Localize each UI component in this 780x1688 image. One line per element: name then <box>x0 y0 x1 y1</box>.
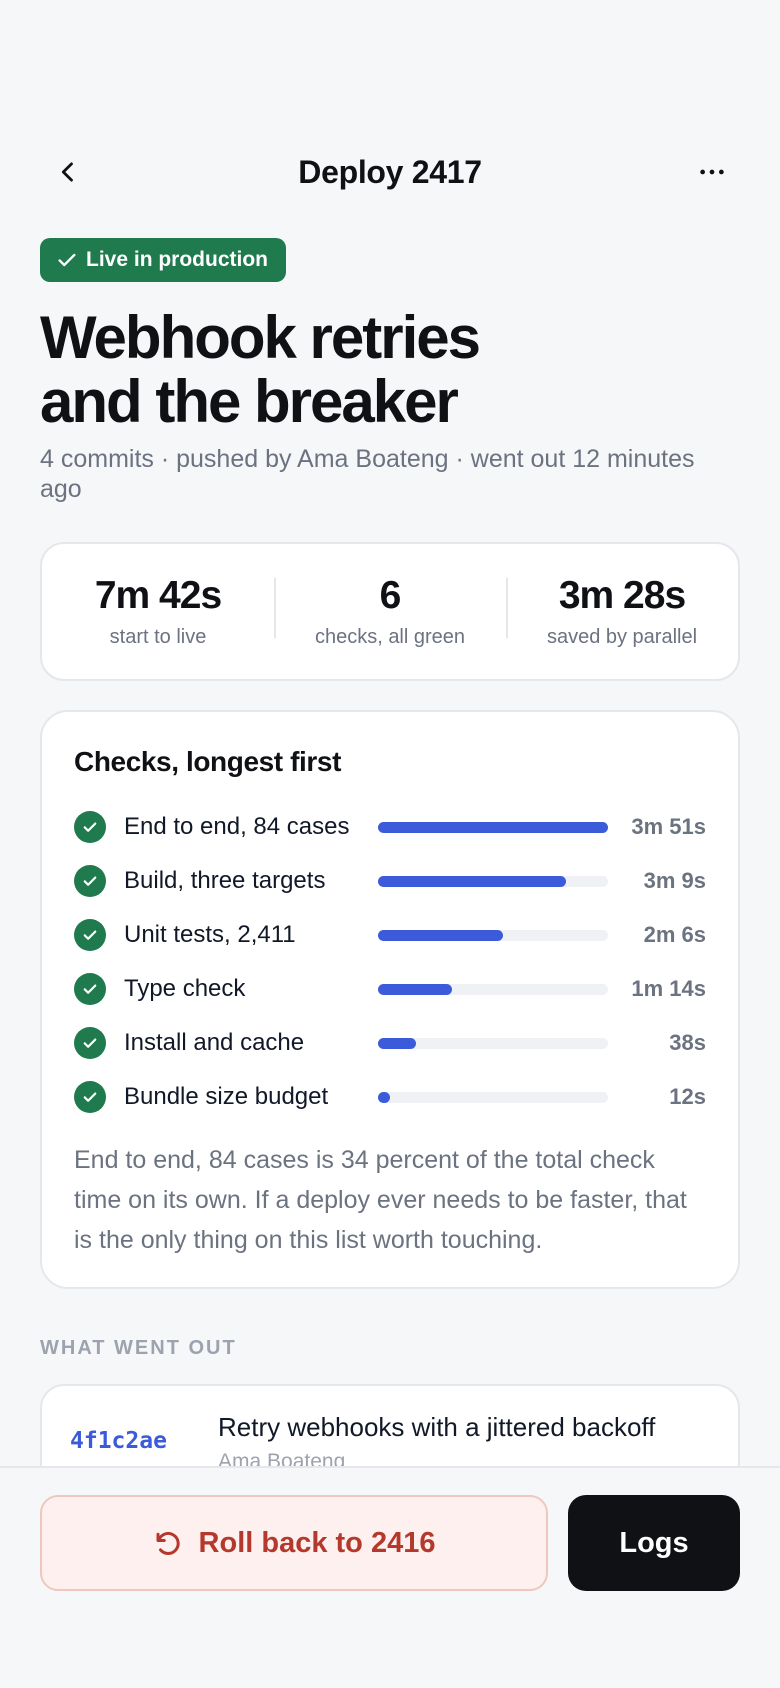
stat-label: checks, all green <box>314 626 466 648</box>
duration-bar <box>378 875 608 887</box>
check-name: Bundle size budget <box>124 1083 329 1110</box>
deploy-title-line-2: and the breaker <box>40 368 459 435</box>
duration-bar-fill <box>378 983 452 995</box>
check-passed-icon <box>74 1081 106 1113</box>
stat-checks: 6 checks, all green <box>274 574 506 649</box>
stat-label: start to live <box>109 626 207 648</box>
check-name: End to end, 84 cases <box>124 813 350 840</box>
stat-saved: 3m 28s saved by parallel <box>506 574 738 649</box>
stat-value: 3m 28s <box>558 574 686 617</box>
check-duration: 38s <box>669 1030 706 1055</box>
stat-start-to-live: 7m 42s start to live <box>42 574 274 649</box>
checks-card: Checks, longest first End to end, 84 cas… <box>40 710 740 1289</box>
check-list: End to end, 84 cases 3m 51s Build, three… <box>74 800 706 1124</box>
check-duration: 3m 9s <box>643 868 706 893</box>
check-passed-icon <box>74 919 106 951</box>
check-row[interactable]: Type check 1m 14s <box>74 962 706 1016</box>
check-passed-icon <box>74 865 106 897</box>
check-name: Type check <box>124 975 246 1002</box>
commit-message: Retry webhooks with a jittered backoff <box>218 1412 656 1442</box>
deploy-title: Webhook retries and the breaker <box>40 306 740 434</box>
check-row[interactable]: Unit tests, 2,411 2m 6s <box>74 908 706 962</box>
check-name: Build, three targets <box>124 867 326 894</box>
check-name: Install and cache <box>124 1029 305 1056</box>
duration-bar-fill <box>378 875 567 887</box>
check-passed-icon <box>74 973 106 1005</box>
page-title: Deploy 2417 <box>298 153 482 190</box>
stat-value: 6 <box>379 574 402 617</box>
action-bar: Roll back to 2416 Logs <box>0 1466 780 1688</box>
duration-bar-fill <box>378 929 504 941</box>
check-icon <box>58 253 76 267</box>
deploy-title-line-1: Webhook retries <box>40 304 481 371</box>
check-row[interactable]: Bundle size budget 12s <box>74 1070 706 1124</box>
more-horizontal-icon <box>700 169 724 175</box>
check-row[interactable]: Install and cache 38s <box>74 1016 706 1070</box>
check-row[interactable]: End to end, 84 cases 3m 51s <box>74 800 706 854</box>
status-badge: Live in production <box>40 238 286 282</box>
stat-label: saved by parallel <box>546 626 698 648</box>
duration-bar <box>378 821 608 833</box>
duration-bar <box>378 929 608 941</box>
duration-bar-fill <box>378 821 608 833</box>
rollback-icon <box>156 1531 180 1555</box>
section-label: WHAT WENT OUT <box>40 1337 237 1359</box>
back-button[interactable] <box>40 144 96 200</box>
duration-bar <box>378 1091 608 1103</box>
duration-bar-fill <box>378 1091 390 1103</box>
checks-title: Checks, longest first <box>74 746 342 777</box>
check-row[interactable]: Build, three targets 3m 9s <box>74 854 706 908</box>
check-duration: 3m 51s <box>631 814 706 839</box>
commit-sha[interactable]: 4f1c2ae <box>70 1428 167 1454</box>
duration-bar-fill <box>378 1037 416 1049</box>
rollback-label: Roll back to 2416 <box>198 1526 436 1559</box>
stat-value: 7m 42s <box>94 574 222 617</box>
check-passed-icon <box>74 1027 106 1059</box>
more-button[interactable] <box>684 144 740 200</box>
top-nav: Deploy 2417 <box>40 140 740 204</box>
checks-note: End to end, 84 cases is 34 percent of th… <box>74 1146 687 1254</box>
status-label: Live in production <box>86 248 268 271</box>
check-duration: 1m 14s <box>631 976 706 1001</box>
stats-card: 7m 42s start to live 6 checks, all green… <box>40 542 740 681</box>
deploy-meta: 4 commits · pushed by Ama Boateng · went… <box>40 445 695 503</box>
duration-bar <box>378 983 608 995</box>
check-passed-icon <box>74 811 106 843</box>
check-duration: 2m 6s <box>643 922 706 947</box>
check-name: Unit tests, 2,411 <box>124 921 296 948</box>
rollback-button[interactable]: Roll back to 2416 <box>40 1495 548 1591</box>
duration-bar <box>378 1037 608 1049</box>
chevron-left-icon <box>61 162 73 182</box>
check-duration: 12s <box>669 1084 706 1109</box>
logs-button[interactable]: Logs <box>568 1495 740 1591</box>
